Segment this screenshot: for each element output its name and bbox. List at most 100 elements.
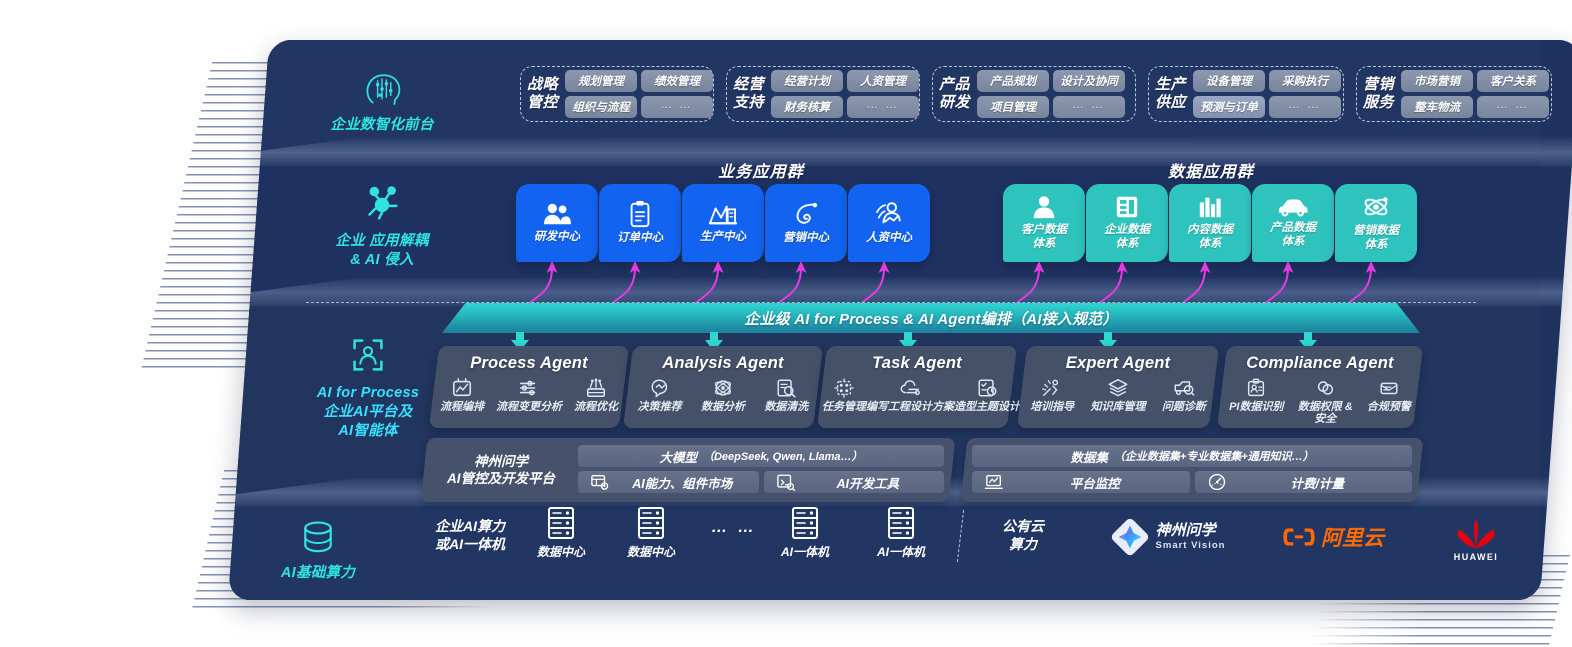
- rail-ai-for-process: AI for Process 企业AI平台及 AI智能体: [270, 332, 466, 441]
- tile-production-center[interactable]: 生产中心: [682, 184, 764, 262]
- platform-bar-dataset[interactable]: 数据集 （企业数据集+专业数据集+通用知识…）: [972, 445, 1412, 467]
- tile-order-center[interactable]: 订单中心: [599, 184, 681, 262]
- domain-chip[interactable]: 经营计划: [771, 70, 844, 92]
- tile-hr-center[interactable]: 人资中心: [848, 184, 930, 262]
- smartvision-logo: [1111, 518, 1148, 556]
- domain-chip[interactable]: 组织与流程: [565, 96, 638, 118]
- domain-chip[interactable]: 采购执行: [1269, 70, 1342, 92]
- user-icon: [1033, 196, 1055, 219]
- vendor-huawei[interactable]: HUAWEI: [1406, 520, 1546, 562]
- flow-chart-icon: [452, 378, 472, 397]
- tile-label: 企业数据 体系: [1104, 224, 1150, 250]
- domain-group-product-rd[interactable]: 产品 研发 产品规划 设计及协同 项目管理 … …: [932, 66, 1136, 122]
- agent-card-analysis[interactable]: Analysis Agent 决策推荐: [622, 346, 824, 428]
- ai-platform-left[interactable]: 神州问学 AI管控及开发平台 大模型 （DeepSeek, Qwen, Llama…: [420, 438, 956, 502]
- domain-chip[interactable]: 客户关系: [1477, 70, 1550, 92]
- agent-capability[interactable]: 数据权限 & PI数据识别: [1229, 377, 1284, 425]
- agent-capability[interactable]: 流程变更分析: [496, 377, 562, 413]
- tile-marketing-data[interactable]: 营销数据 体系: [1335, 184, 1417, 262]
- domain-chip[interactable]: 设备管理: [1193, 70, 1266, 92]
- person-scan-icon: [353, 339, 383, 371]
- agent-capability[interactable]: 数据权限 & 安全: [1298, 377, 1353, 425]
- domain-chip[interactable]: 规划管理: [565, 70, 638, 92]
- agent-capability[interactable]: 流程编排: [440, 377, 484, 413]
- domain-chip-more[interactable]: … …: [1269, 96, 1342, 118]
- capability-label: 数据分析: [700, 401, 745, 413]
- ai-platform-right[interactable]: 数据集 （企业数据集+专业数据集+通用知识…） 平台监控: [960, 438, 1424, 502]
- monitor-icon: [984, 475, 1003, 489]
- domain-chip[interactable]: 绩效管理: [641, 70, 714, 92]
- person-wifi-icon: [876, 202, 901, 224]
- infra-enterprise-compute[interactable]: 企业AI算力 或AI一体机: [410, 518, 530, 553]
- tile-marketing-center[interactable]: 营销中心: [765, 184, 847, 262]
- domain-chip-more[interactable]: … …: [1053, 96, 1126, 118]
- agent-card-compliance[interactable]: Compliance Agent: [1216, 346, 1424, 428]
- domain-chip-more[interactable]: … …: [1477, 96, 1550, 118]
- vendor-name: 阿里云: [1321, 527, 1384, 550]
- server-rack-icon: [638, 507, 664, 539]
- domain-group-strategy[interactable]: 战略 管控 规划管理 绩效管理 组织与流程 … …: [520, 66, 714, 122]
- capability-label: 数据清洗: [764, 401, 809, 413]
- agent-capability[interactable]: 造型主题设计: [954, 377, 1020, 413]
- infra-ai-appliance-1[interactable]: AI一体机: [760, 506, 850, 560]
- architecture-panel: 企业数智化前台 企业 应用解耦 & AI 侵入: [228, 40, 1572, 600]
- agent-capability[interactable]: 培训指导: [1030, 377, 1074, 413]
- tile-label: 营销中心: [783, 232, 829, 245]
- domain-chip[interactable]: 项目管理: [977, 96, 1050, 118]
- shield-cloud-icon: [1318, 381, 1334, 395]
- tile-product-data[interactable]: 产品数据 体系: [1252, 184, 1334, 262]
- platform-cell-ai-market[interactable]: AI能力、组件市场: [578, 471, 759, 493]
- platform-cell-billing[interactable]: 计费/计量: [1194, 471, 1412, 493]
- tile-enterprise-data[interactable]: 企业数据 体系: [1086, 184, 1168, 262]
- domain-chip[interactable]: 产品规划: [977, 70, 1050, 92]
- vendor-subtitle: Smart Vision: [1155, 539, 1226, 551]
- agent-card-expert[interactable]: Expert Agent 培训指导: [1016, 346, 1220, 428]
- agent-capability[interactable]: 问题诊断: [1162, 377, 1206, 413]
- tile-content-data[interactable]: 内容数据 体系: [1169, 184, 1251, 262]
- agent-down-arrows: [511, 332, 1317, 351]
- rail-ai-compute: AI基础算力: [228, 518, 416, 583]
- domain-group-production-supply[interactable]: 生产 供应 设备管理 采购执行 预测与订单 … …: [1148, 66, 1344, 122]
- vendor-name: HUAWEI: [1453, 552, 1499, 562]
- domain-chip-more[interactable]: … …: [641, 96, 714, 118]
- vendor-aliyun[interactable]: 阿里云: [1248, 522, 1418, 552]
- infra-data-center-2[interactable]: 数据中心: [606, 506, 696, 560]
- domain-chip[interactable]: 设计及协同: [1053, 70, 1126, 92]
- agent-capability[interactable]: 任务管理: [822, 377, 866, 413]
- agent-capability[interactable]: 合规预警: [1367, 377, 1411, 425]
- vendor-smart-vision[interactable]: 神州问学 Smart Vision: [1073, 518, 1263, 556]
- domain-chip[interactable]: 预测与订单: [1193, 96, 1266, 118]
- platform-cell-monitoring[interactable]: 平台监控: [972, 471, 1190, 493]
- ai-orchestration-band[interactable]: 企业级 AI for Process & AI Agent编排（AI接入规范）: [442, 303, 1420, 333]
- agent-capability[interactable]: 数据分析: [701, 377, 745, 413]
- domain-chip[interactable]: 财务核算: [771, 96, 844, 118]
- domain-chip[interactable]: 整车物流: [1401, 96, 1474, 118]
- platform-cell-dev-tools[interactable]: AI开发工具: [763, 471, 944, 493]
- platform-label: 神州问学 AI管控及开发平台: [447, 453, 555, 486]
- agent-capability[interactable]: 数据清洗: [764, 377, 808, 413]
- brain-head-icon: [366, 74, 401, 105]
- domain-chip[interactable]: 人资管理: [847, 70, 920, 92]
- tile-customer-data[interactable]: 客户数据 体系: [1003, 184, 1085, 262]
- domain-chip-more[interactable]: … …: [847, 96, 920, 118]
- analysis-atom-icon: [714, 380, 732, 396]
- agent-card-task[interactable]: Task Agent 任务管理: [816, 346, 1020, 428]
- agent-name: Task Agent: [872, 354, 962, 372]
- agent-capability[interactable]: 知识库管理: [1090, 377, 1145, 413]
- domain-chip[interactable]: 市场营销: [1401, 70, 1474, 92]
- agent-capability[interactable]: 流程优化: [574, 377, 618, 413]
- domain-group-marketing-service[interactable]: 营销 服务 市场营销 客户关系 整车物流 … …: [1356, 66, 1552, 122]
- infra-public-cloud[interactable]: 公有云 算力: [973, 518, 1073, 553]
- infra-data-center-1[interactable]: 数据中心: [516, 506, 606, 560]
- agent-card-process[interactable]: Process Agent 流程编排: [428, 346, 630, 428]
- platform-bar-llm[interactable]: 大模型 （DeepSeek, Qwen, Llama…）: [578, 445, 944, 467]
- infra-label: 公有云 算力: [1002, 518, 1044, 552]
- infra-ai-appliance-2[interactable]: AI一体机: [856, 506, 946, 560]
- tile-rd-center[interactable]: 研发中心: [516, 184, 598, 262]
- rail-label: AI基础算力: [280, 565, 356, 581]
- dev-tool-icon: [776, 474, 795, 491]
- domain-group-operations[interactable]: 经营 支持 经营计划 人资管理 财务核算 … …: [726, 66, 920, 122]
- agent-capability[interactable]: 决策推荐: [638, 377, 682, 413]
- agent-capability[interactable]: 编写工程设计方案: [866, 377, 954, 413]
